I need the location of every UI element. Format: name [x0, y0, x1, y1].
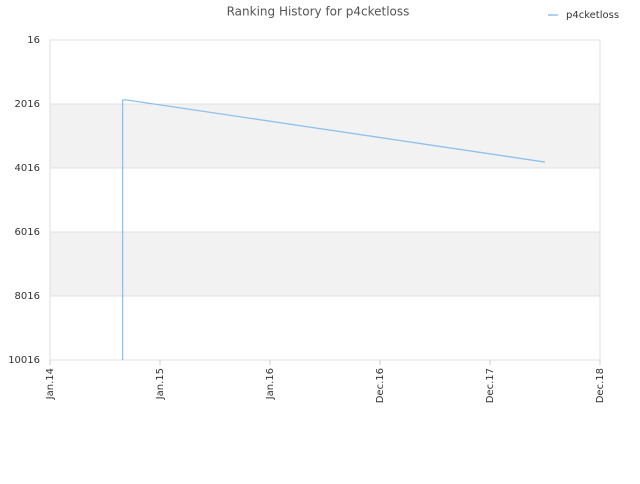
line	[121, 98, 546, 360]
chart-title: Ranking History for p4cketloss	[227, 5, 410, 19]
y-tick-label: 4016	[15, 163, 40, 174]
y-tick-label: 10016	[8, 355, 40, 366]
x-tick-label: Dec.17	[485, 368, 496, 403]
y-tick-label: 6016	[15, 227, 40, 238]
x-tick-label: Jan.15	[155, 368, 166, 400]
y-tick-label: 8016	[15, 291, 40, 302]
x-tick-label: Dec.16	[375, 368, 386, 403]
x-tick-label: Dec.18	[595, 368, 606, 403]
grid-band	[50, 232, 600, 296]
x-tick-label: Jan.14	[45, 368, 56, 400]
grid-band	[50, 104, 600, 168]
x-tick-label: Jan.16	[265, 368, 276, 400]
y-tick-label: 2016	[15, 99, 40, 110]
y-tick-label: 16	[27, 35, 40, 46]
legend-label: p4cketloss	[566, 10, 619, 21]
plot-frame	[49, 39, 601, 361]
